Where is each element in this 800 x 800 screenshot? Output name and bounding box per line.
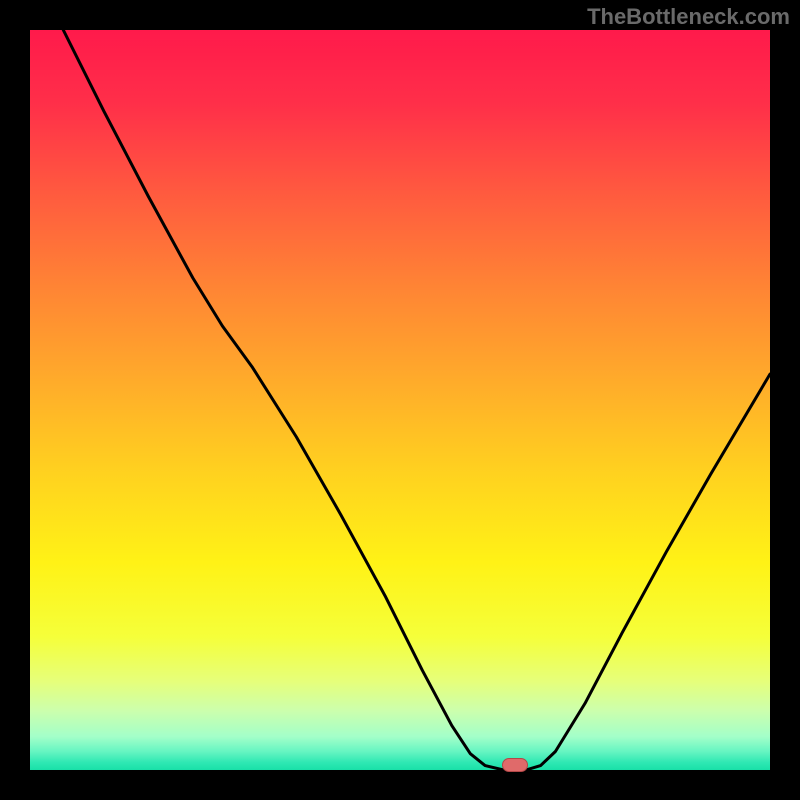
bottleneck-curve [63, 30, 770, 770]
plot-area [30, 30, 770, 770]
chart-container: { "watermark": { "text": "TheBottleneck.… [0, 0, 800, 800]
curve-svg [30, 30, 770, 770]
watermark-text: TheBottleneck.com [587, 4, 790, 30]
optimum-marker [502, 758, 528, 772]
